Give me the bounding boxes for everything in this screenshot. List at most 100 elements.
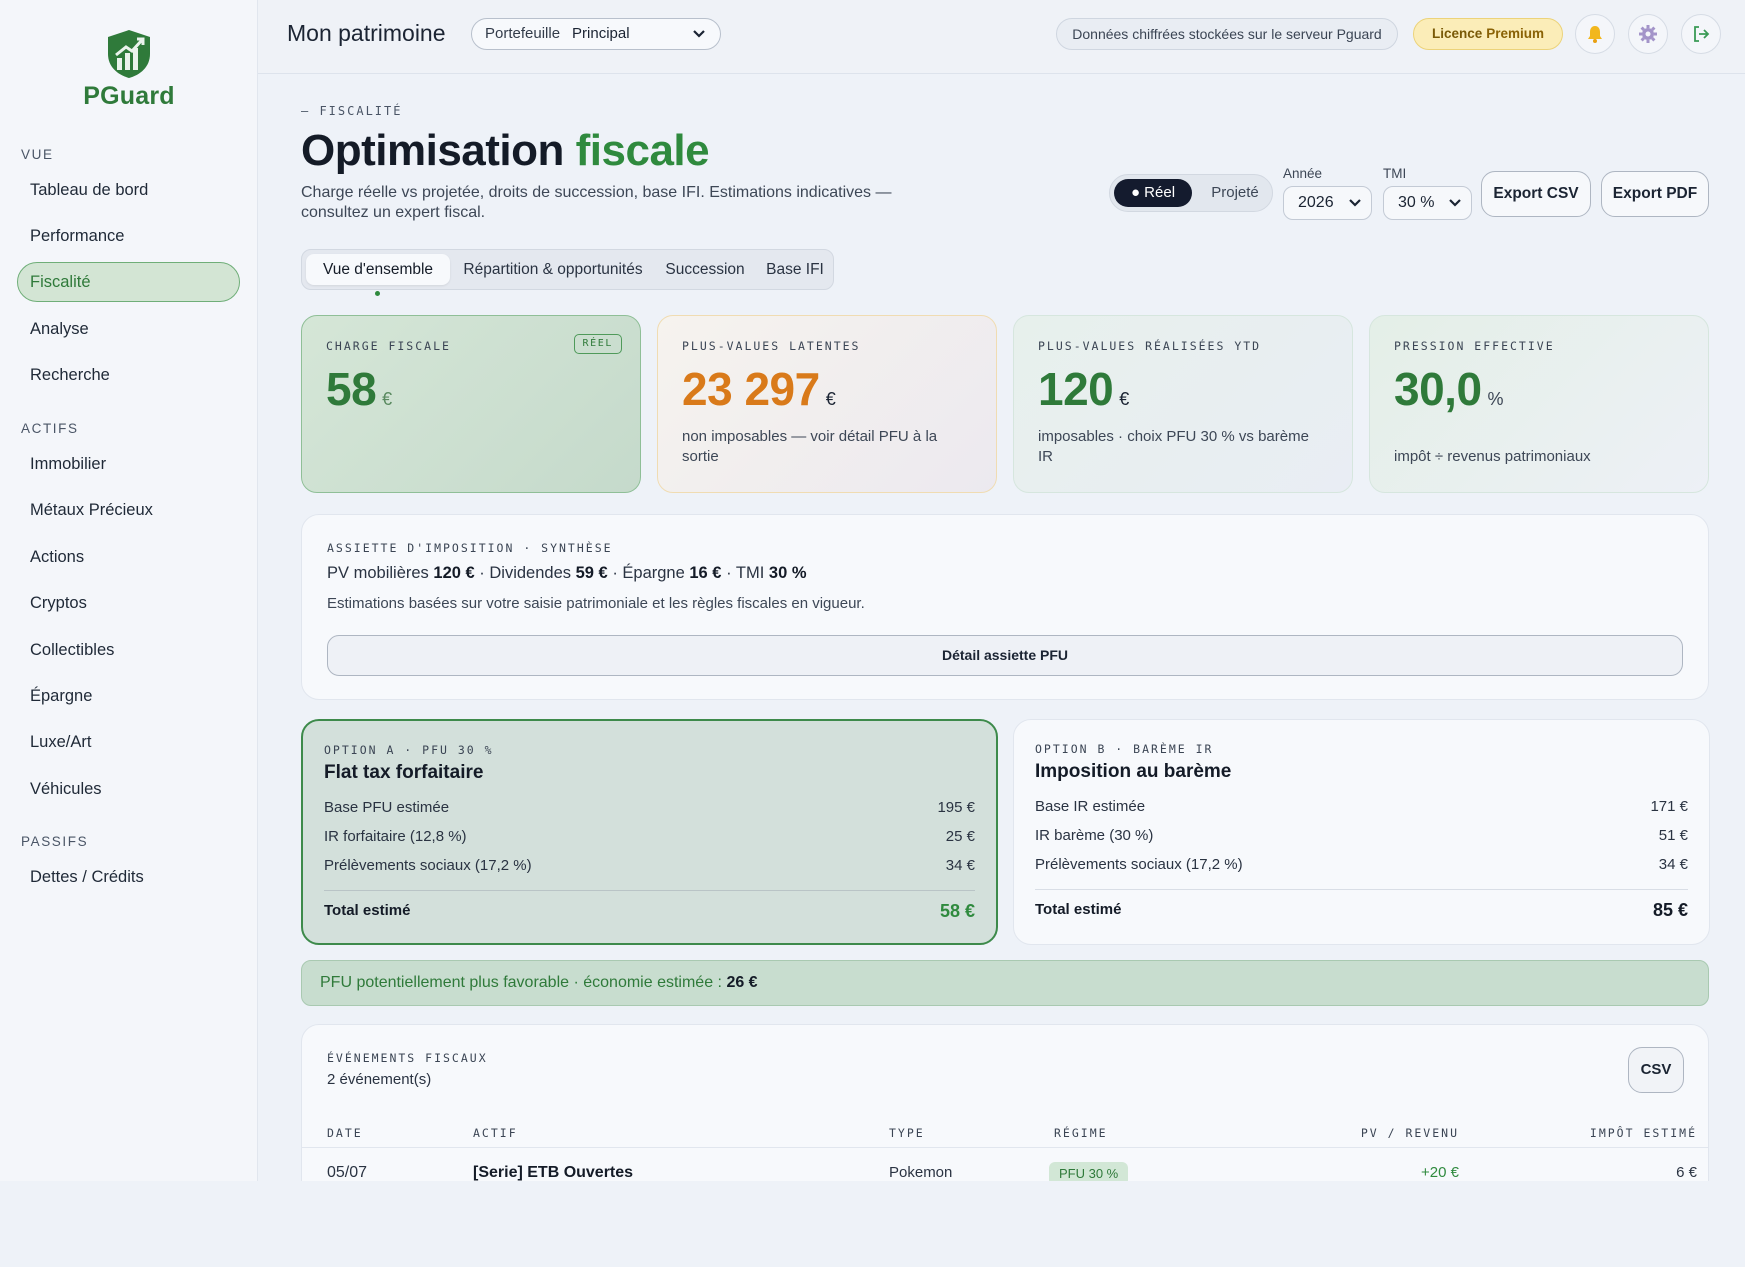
dividendes-label: · Dividendes bbox=[479, 564, 571, 582]
sidebar-item-immobilier[interactable]: Immobilier bbox=[30, 455, 107, 473]
server-storage-note: Données chiffrées stockées sur le serveu… bbox=[1056, 18, 1398, 50]
licence-label: Licence bbox=[1431, 26, 1483, 41]
column-header-actif[interactable]: ACTIF bbox=[473, 1126, 518, 1140]
sidebar-item-dettes-credits[interactable]: Dettes / Crédits bbox=[30, 868, 144, 886]
settings-button[interactable] bbox=[1628, 14, 1668, 54]
kpi-value: 120 € bbox=[1038, 362, 1129, 416]
option-row-value: 51 € bbox=[1658, 827, 1688, 844]
cell-pv-revenu: +20 € bbox=[1421, 1164, 1459, 1181]
sidebar-item-fiscalite[interactable]: Fiscalité bbox=[17, 262, 240, 302]
chevron-down-icon bbox=[1348, 187, 1362, 231]
option-a-card: OPTION A · PFU 30 % Flat tax forfaitaire… bbox=[301, 719, 998, 945]
kpi-unit: € bbox=[1119, 389, 1129, 409]
kpi-unit: € bbox=[382, 389, 392, 409]
licence-tier: Premium bbox=[1486, 26, 1545, 41]
page-heading: Optimisation fiscale bbox=[301, 126, 710, 176]
tab-vue-ensemble[interactable]: Vue d'ensemble bbox=[306, 254, 450, 285]
kpi-number: 58 bbox=[326, 363, 377, 415]
notifications-button[interactable] bbox=[1575, 14, 1615, 54]
bell-icon bbox=[1588, 26, 1602, 43]
year-value: 2026 bbox=[1298, 194, 1334, 211]
option-row-label: Prélèvements sociaux (17,2 %) bbox=[1035, 856, 1243, 873]
page-title: Mon patrimoine bbox=[287, 20, 446, 46]
export-csv-button[interactable]: Export CSV bbox=[1481, 171, 1591, 217]
tmi-select[interactable]: 30 % bbox=[1383, 186, 1472, 220]
licence-badge[interactable]: Licence Premium bbox=[1413, 18, 1563, 50]
column-header-pv-revenu[interactable]: PV / REVENU bbox=[1360, 1126, 1459, 1140]
year-select[interactable]: 2026 bbox=[1283, 186, 1372, 220]
tab-repartition-opportunites[interactable]: Répartition & opportunités bbox=[463, 261, 643, 278]
detail-assiette-pfu-button[interactable]: Détail assiette PFU bbox=[327, 635, 1683, 676]
events-csv-button[interactable]: CSV bbox=[1628, 1047, 1684, 1093]
export-pdf-button[interactable]: Export PDF bbox=[1601, 171, 1709, 217]
gear-icon bbox=[1639, 25, 1657, 43]
page-heading-main: Optimisation bbox=[301, 126, 564, 175]
kpi-description: non imposables — voir détail PFU à la so… bbox=[682, 428, 938, 465]
sidebar-item-epargne[interactable]: Épargne bbox=[30, 687, 93, 705]
portfolio-label: Portefeuille bbox=[485, 25, 561, 42]
sidebar-item-cryptos[interactable]: Cryptos bbox=[30, 594, 87, 612]
option-eyebrow: OPTION B · BARÈME IR bbox=[1035, 742, 1214, 756]
tab-succession[interactable]: Succession bbox=[665, 261, 745, 278]
kpi-label: CHARGE FISCALE bbox=[326, 339, 451, 353]
epargne-label: · Épargne bbox=[612, 564, 685, 582]
option-total-label: Total estimé bbox=[1035, 901, 1122, 918]
kpi-number: 120 bbox=[1038, 363, 1114, 415]
savings-value: 26 € bbox=[726, 974, 758, 991]
tmi-summary-label: · TMI bbox=[726, 564, 765, 582]
sidebar-item-metaux-precieux[interactable]: Métaux Précieux bbox=[30, 501, 153, 519]
logo[interactable]: PGuard bbox=[0, 28, 258, 111]
nav-section-actifs: ACTIFS bbox=[21, 421, 79, 436]
cell-impot-estime: 6 € bbox=[1676, 1164, 1697, 1181]
epargne-value: 16 € bbox=[689, 564, 722, 582]
option-eyebrow: OPTION A · PFU 30 % bbox=[324, 743, 494, 757]
mode-projete-option[interactable]: Projeté bbox=[1211, 184, 1259, 201]
logout-button[interactable] bbox=[1681, 14, 1721, 54]
portfolio-select[interactable]: Portefeuille Principal bbox=[471, 18, 721, 50]
option-row-value: 171 € bbox=[1650, 798, 1688, 815]
column-header-type[interactable]: TYPE bbox=[889, 1126, 925, 1140]
column-header-date[interactable]: DATE bbox=[327, 1126, 363, 1140]
sidebar-item-actions[interactable]: Actions bbox=[30, 548, 85, 566]
mode-reel-option[interactable]: ● Réel bbox=[1114, 179, 1192, 207]
tab-base-ifi[interactable]: Base IFI bbox=[766, 261, 824, 278]
sidebar-item-vehicules[interactable]: Véhicules bbox=[30, 780, 102, 798]
sidebar-item-recherche[interactable]: Recherche bbox=[30, 366, 110, 384]
option-title: Flat tax forfaitaire bbox=[324, 762, 484, 783]
divider bbox=[324, 890, 975, 891]
nav-section-vue: VUE bbox=[21, 147, 54, 162]
main-content: — FISCALITÉ Optimisation fiscale Charge … bbox=[258, 74, 1745, 1264]
kpi-description: impôt ÷ revenus patrimoniaux bbox=[1394, 448, 1591, 465]
sidebar-item-tableau-de-bord[interactable]: Tableau de bord bbox=[30, 181, 149, 199]
pv-value: 120 € bbox=[433, 564, 475, 582]
kpi-number: 23 297 bbox=[682, 363, 820, 415]
kpi-value: 23 297 € bbox=[682, 362, 836, 416]
option-total-value: 85 € bbox=[1652, 900, 1688, 920]
kpi-unit: % bbox=[1487, 389, 1504, 409]
column-header-impot-estime[interactable]: IMPÔT ESTIMÉ bbox=[1589, 1126, 1697, 1140]
divider bbox=[1035, 889, 1688, 890]
option-title: Imposition au barème bbox=[1035, 761, 1232, 782]
kpi-label: PLUS-VALUES RÉALISÉES YTD bbox=[1038, 339, 1262, 353]
topbar: Mon patrimoine Portefeuille Principal Don… bbox=[258, 0, 1745, 74]
events-count: 2 événement(s) bbox=[327, 1071, 432, 1088]
kpi-label: PLUS-VALUES LATENTES bbox=[682, 339, 861, 353]
events-eyebrow: ÉVÉNEMENTS FISCAUX bbox=[327, 1051, 488, 1065]
tab-bar: Vue d'ensemble Répartition & opportunité… bbox=[301, 249, 834, 290]
dividendes-value: 59 € bbox=[575, 564, 608, 582]
sidebar-item-collectibles[interactable]: Collectibles bbox=[30, 641, 115, 659]
pv-label: PV mobilières bbox=[327, 564, 429, 582]
divider bbox=[302, 1147, 1708, 1148]
option-row: Base IR estimée 171 € bbox=[1035, 798, 1688, 818]
option-row-label: Base PFU estimée bbox=[324, 799, 450, 816]
assiette-summary: PV mobilières 120 € · Dividendes 59 € · … bbox=[327, 564, 807, 583]
column-header-regime[interactable]: RÉGIME bbox=[1054, 1126, 1108, 1140]
option-row: Prélèvements sociaux (17,2 %) 34 € bbox=[1035, 856, 1688, 876]
option-row: IR forfaitaire (12,8 %) 25 € bbox=[324, 828, 975, 848]
sidebar-item-luxe-art[interactable]: Luxe/Art bbox=[30, 733, 92, 751]
sidebar-item-performance[interactable]: Performance bbox=[30, 227, 125, 245]
sidebar-item-analyse[interactable]: Analyse bbox=[30, 320, 89, 338]
cell-date: 05/07 bbox=[327, 1164, 368, 1181]
option-row-label: IR forfaitaire (12,8 %) bbox=[324, 828, 467, 845]
kpi-unit: € bbox=[825, 389, 836, 409]
